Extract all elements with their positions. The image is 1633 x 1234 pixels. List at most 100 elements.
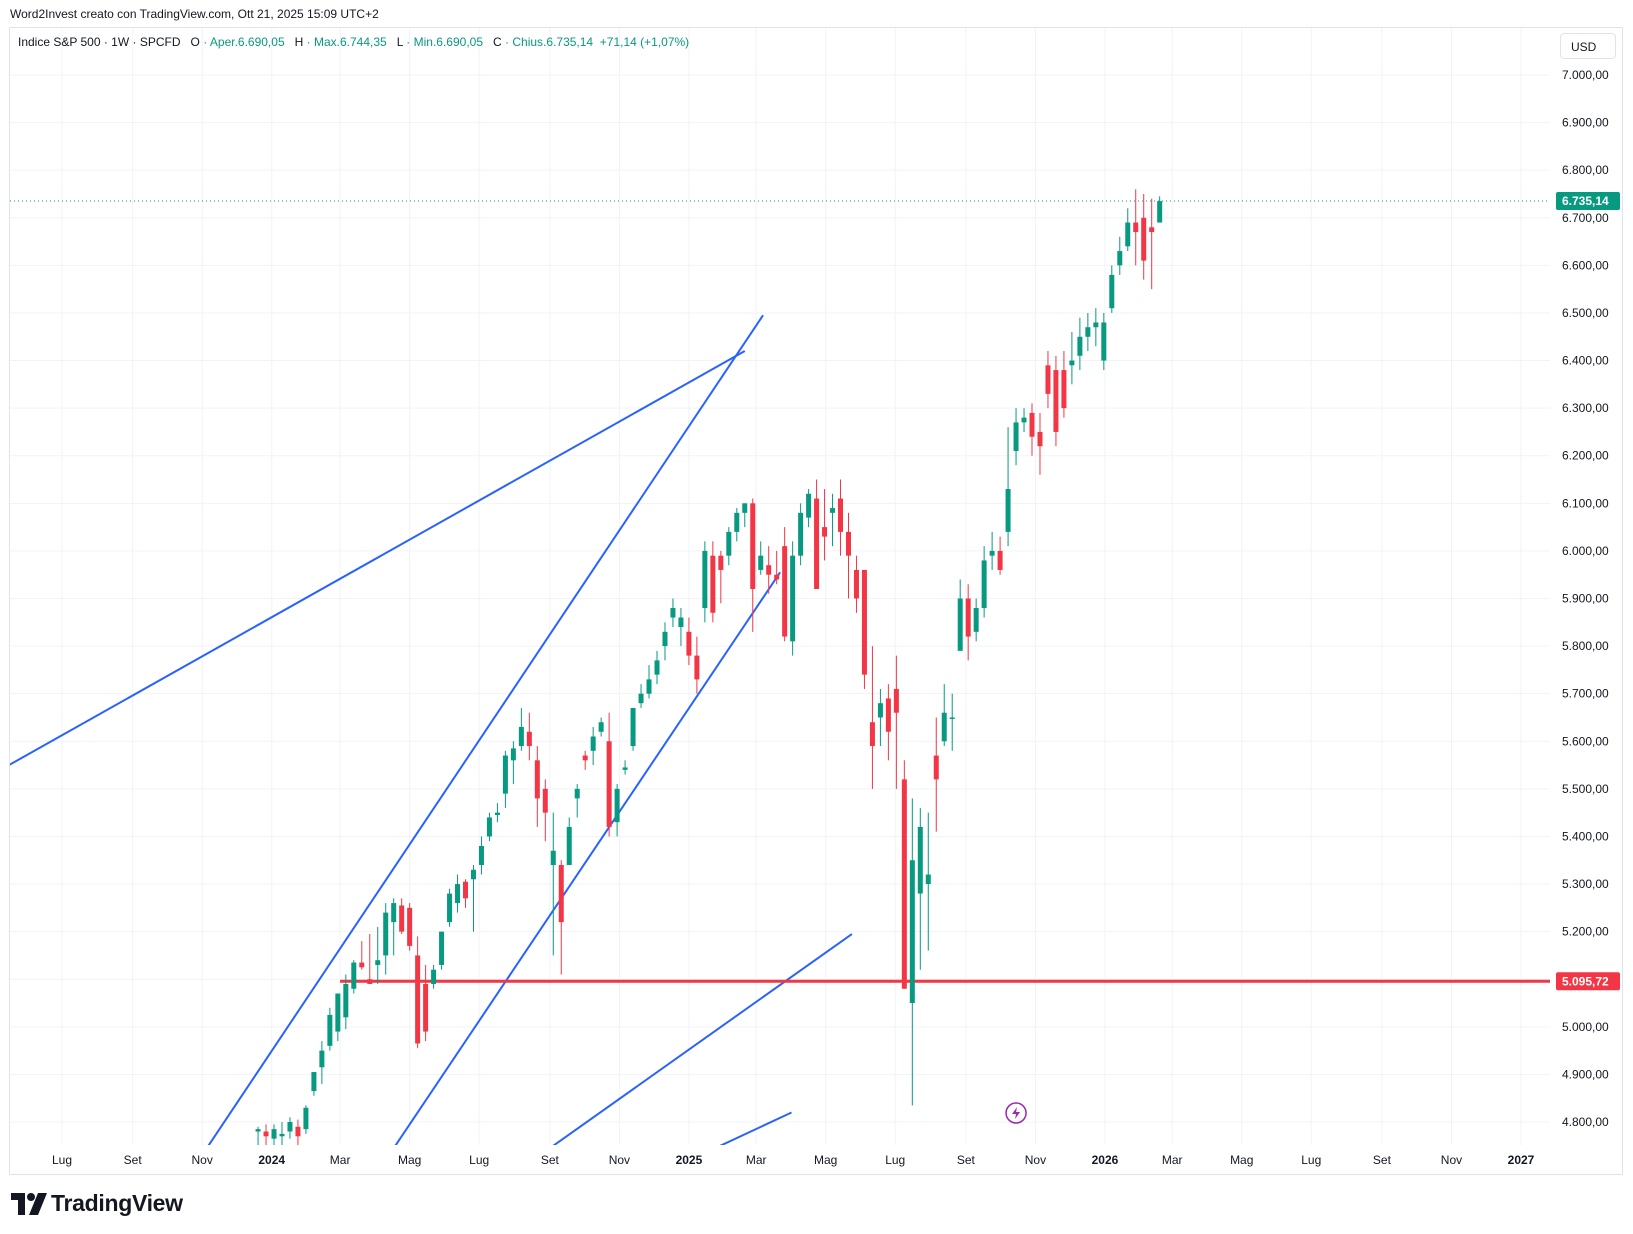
candle [718,550,724,604]
candle [734,508,740,542]
candle [327,1007,333,1051]
last-price-badge [1556,192,1620,211]
candle [606,712,612,837]
candle-body [598,722,604,732]
event-marker [1005,1102,1027,1124]
price-tick-label: 6.400,00 [1562,354,1609,368]
candle [638,684,644,708]
chart-frame [9,27,1623,1175]
candle-body [510,748,516,761]
candle-body [790,555,796,642]
candle [423,964,429,1042]
candle [550,812,556,956]
candle [1045,351,1051,409]
candle [494,803,500,823]
candle [893,655,899,789]
candle [790,541,796,656]
candle-body [311,1072,317,1092]
candle-body [502,755,508,794]
candle-body [303,1107,309,1130]
candle [1157,196,1163,223]
candle [367,934,373,984]
chart-grid [10,28,1550,1145]
candle [447,888,453,927]
candle [997,536,1003,575]
candle [319,1041,325,1084]
candle-body [550,850,556,866]
candle-body [973,608,979,632]
candle-body [965,598,971,637]
candle-body [271,1129,277,1139]
candle-body [941,712,947,742]
candle-body [957,598,963,651]
candle-body [1141,217,1147,261]
candle-body [1133,222,1139,233]
candle-body [909,860,915,1004]
candle [925,812,931,951]
candle-body [383,912,389,956]
price-tick-label: 5.400,00 [1562,829,1609,843]
candle-body [407,907,413,946]
candle-body [710,555,716,613]
candle [518,707,524,751]
candle-body [877,703,883,718]
candle-body [614,788,620,823]
candle [455,874,461,913]
legend-low-label: L [396,35,403,49]
time-tick-label: Set [957,1153,976,1167]
candle [1077,317,1083,371]
candle [1093,308,1099,347]
price-tick-label: 5.700,00 [1562,687,1609,701]
time-tick-label: Mag [398,1153,421,1167]
candle [1069,331,1075,385]
candle [989,531,995,570]
chart-caption: Word2Invest creato con TradingView.com, … [10,7,379,21]
tradingview-logo-icon [11,1192,47,1215]
candle [375,926,381,984]
candle-body [1053,370,1059,432]
candle-body [901,779,907,989]
price-tick-label: 6.900,00 [1562,116,1609,130]
candle-body [845,531,851,556]
candle [853,555,859,613]
candle [582,750,588,770]
candle [478,836,484,875]
candle [1061,351,1067,418]
price-tick-label: 5.000,00 [1562,1020,1609,1034]
candle [838,479,844,556]
candle [662,622,668,661]
candle-body [925,874,931,885]
legend-open-label: O [190,35,200,49]
legend-low-value: · Min.6.690,05 [406,35,484,49]
candle-body [1061,370,1067,409]
candle-body [726,531,732,556]
candle [287,1117,293,1139]
candle [1149,198,1155,290]
tradingview-logo[interactable]: TradingView [11,1190,183,1217]
legend-close-value: · Chius.6.735,14 [505,35,594,49]
time-tick-label: Mag [814,1153,837,1167]
currency-button[interactable]: USD [1560,33,1616,59]
time-tick-label: Nov [1441,1153,1462,1167]
time-tick-label: Mar [330,1153,351,1167]
candle [534,746,540,827]
candle [566,817,572,866]
candle [814,479,820,589]
time-tick-label: Mag [1230,1153,1253,1167]
candle [510,741,516,785]
candle [861,569,867,689]
candle [463,879,469,908]
candle-body [798,512,804,556]
time-tick-label: Lug [1301,1153,1321,1167]
time-tick-label: Mar [746,1153,767,1167]
trendline [552,933,853,1145]
candle-body [447,893,453,923]
candle-body [702,550,708,609]
price-tick-label: 4.900,00 [1562,1067,1609,1081]
candle-body [1101,322,1107,361]
candle [670,598,676,628]
legend-high-label: H [294,35,304,49]
candle-body [255,1129,261,1132]
candle-body [1037,431,1043,447]
